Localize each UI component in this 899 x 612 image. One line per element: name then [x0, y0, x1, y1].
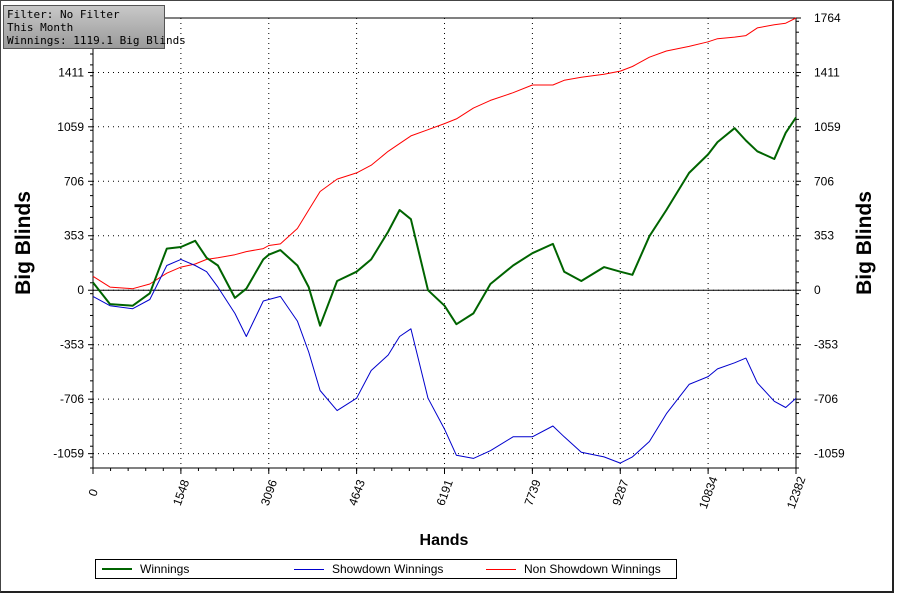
legend-label-non-showdown: Non Showdown Winnings: [524, 562, 661, 576]
y-tick-label-left: 1059: [57, 120, 84, 134]
y-axis-title-left: Big Blinds: [12, 191, 35, 295]
x-tick-label: 12382: [784, 474, 809, 510]
x-tick-label: 0: [86, 487, 102, 498]
x-tick-label: 9287: [609, 477, 631, 507]
legend-item-non-showdown: Non Showdown Winnings: [486, 562, 661, 576]
x-axis: 0 1548 3096 4643 6191 7739 9287 10834 12382: [86, 468, 809, 511]
series-line-non-showdown: [92, 17, 797, 290]
y-tick-label-right: 1059: [814, 120, 841, 134]
winnings-summary: Winnings: 1119.1 Big Blinds: [7, 34, 186, 47]
grid-lines: [92, 17, 797, 468]
y-tick-label-right: -353: [814, 338, 838, 352]
y-tick-label-left: -353: [60, 338, 84, 352]
series-line-showdown: [92, 258, 797, 464]
period-label: This Month: [7, 21, 74, 34]
y-tick-label-right: -706: [814, 392, 838, 406]
legend-swatch-showdown: [294, 568, 324, 570]
y-tick-label-left: -706: [60, 392, 84, 406]
series-line-winnings: [92, 116, 797, 327]
y-tick-label-left: -1059: [53, 447, 84, 461]
y-tick-label-left: 353: [64, 229, 84, 243]
legend-swatch-winnings: [102, 568, 132, 570]
y-axis-right: 1764 1411 1059 706 353 0 -353 -706 -1059: [796, 11, 845, 469]
y-tick-label-right: -1059: [814, 447, 845, 461]
legend-item-winnings: Winnings: [102, 562, 189, 576]
y-axis-title-right: Big Blinds: [853, 191, 876, 295]
x-tick-label: 6191: [434, 477, 456, 507]
x-tick-label: 4643: [346, 477, 368, 507]
chart-frame: [0, 0, 894, 593]
x-tick-label: 10834: [696, 474, 721, 510]
legend-label-showdown: Showdown Winnings: [332, 562, 444, 576]
y-tick-label-left: 0: [77, 283, 84, 297]
x-axis-title: Hands: [420, 532, 469, 549]
filter-info-box: Filter: No Filter This Month Winnings: 1…: [3, 5, 186, 49]
series-lines: [92, 17, 797, 464]
y-tick-label-right: 0: [814, 283, 821, 297]
legend-label-winnings: Winnings: [140, 562, 190, 576]
y-tick-label-left: 706: [64, 174, 84, 188]
y-tick-label-left: 1411: [58, 65, 84, 79]
x-tick-label: 7739: [521, 477, 543, 507]
legend-item-showdown: Showdown Winnings: [294, 562, 443, 576]
x-tick-label: 1548: [170, 477, 192, 507]
x-tick-label: 3096: [258, 477, 280, 507]
y-tick-label-right: 1411: [814, 65, 840, 79]
y-tick-label-right: 706: [814, 174, 834, 188]
chart-legend: Winnings Showdown Winnings Non Showdown …: [95, 559, 677, 579]
legend-swatch-non-showdown: [486, 568, 516, 570]
y-tick-label-right: 353: [814, 229, 834, 243]
filter-label: Filter: No Filter: [7, 8, 120, 21]
y-tick-label-right: 1764: [814, 11, 841, 25]
